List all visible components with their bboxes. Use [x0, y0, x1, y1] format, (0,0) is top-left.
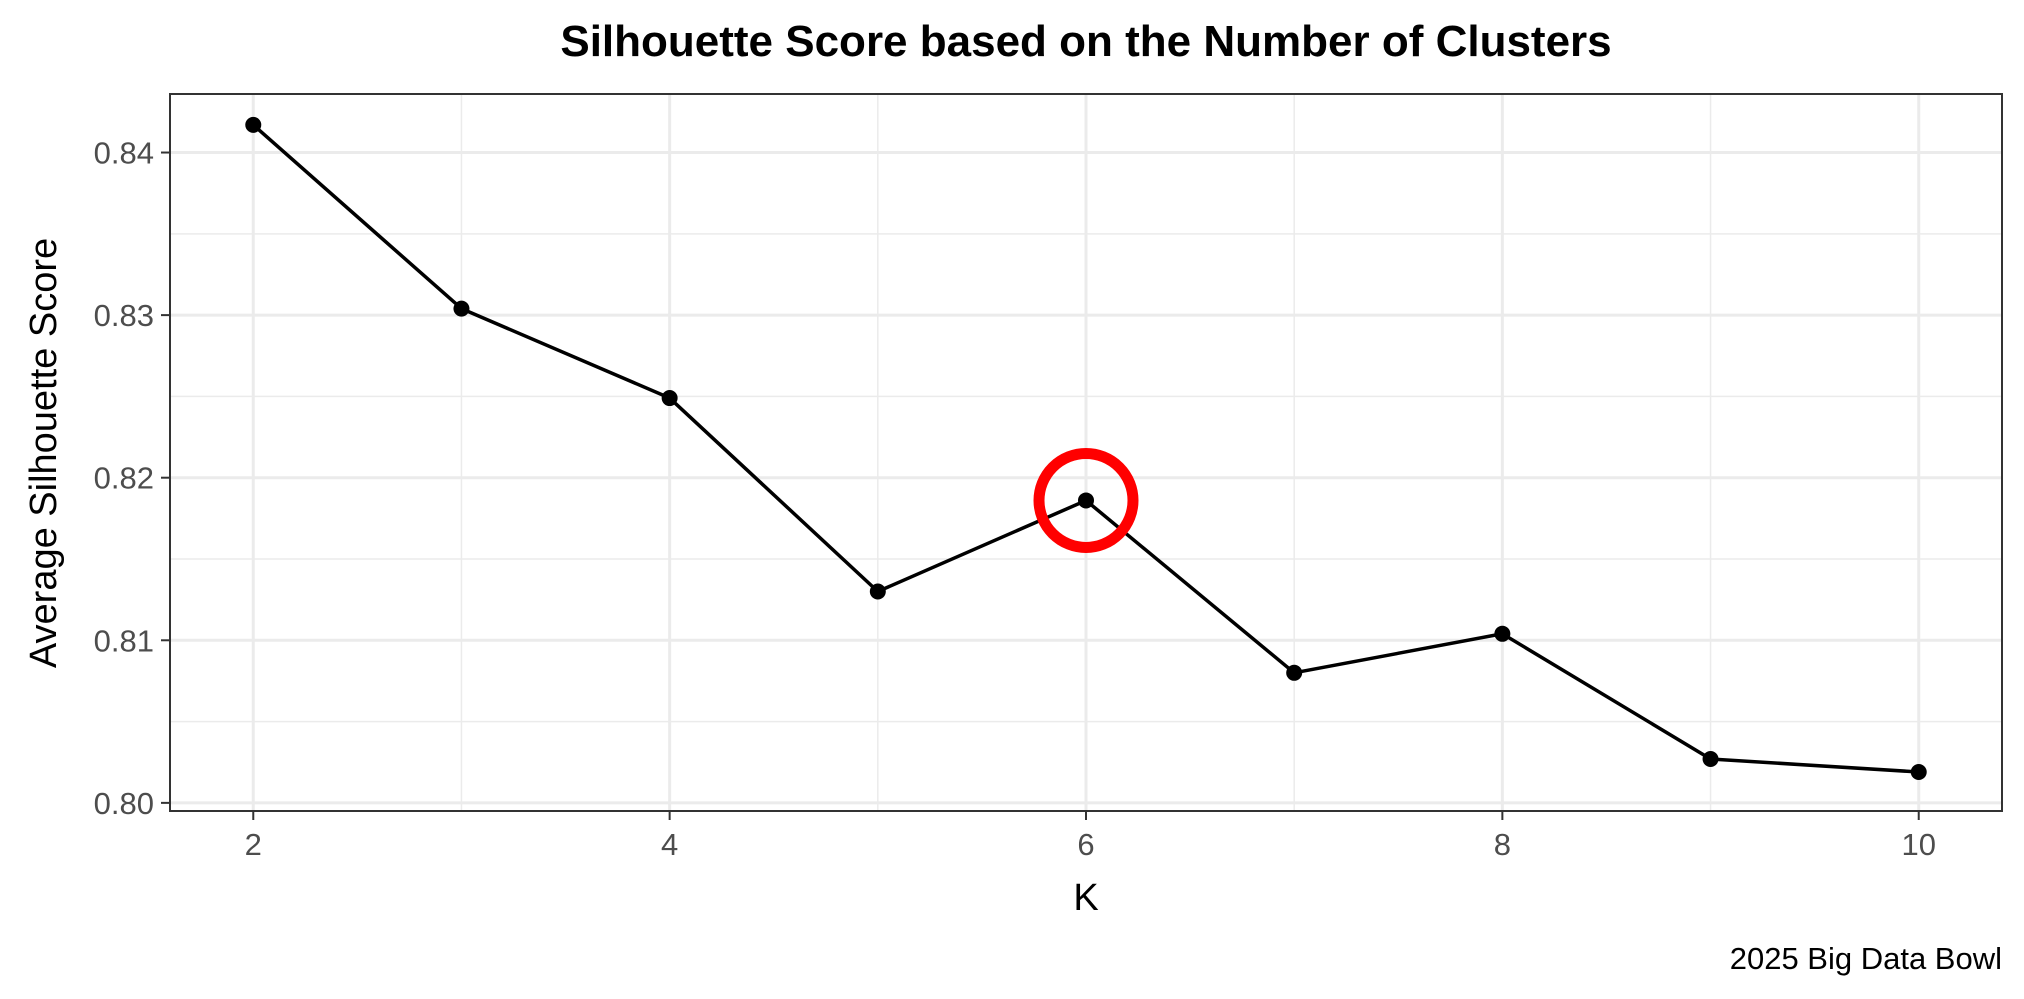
y-tick-label: 0.83: [94, 298, 154, 333]
y-tick-label: 0.81: [94, 623, 154, 658]
data-point: [1286, 664, 1303, 681]
data-point: [1910, 763, 1927, 780]
axes: 2 4 6 8 10 0.80 0.81 0.82 0.83 0.84: [94, 136, 1936, 862]
highlight-circle: [1033, 447, 1139, 553]
data-point: [453, 300, 470, 317]
y-tick-label: 0.80: [94, 786, 154, 821]
x-axis-title: K: [1073, 877, 1098, 919]
data-point: [1702, 750, 1719, 767]
x-tick-label: 6: [1077, 827, 1094, 862]
series: [245, 116, 1927, 780]
x-tick-label: 4: [661, 827, 678, 862]
y-axis-title: Average Silhouette Score: [23, 238, 65, 668]
x-tick-label: 2: [245, 827, 262, 862]
x-tick-label: 10: [1901, 827, 1935, 862]
grid: [170, 94, 2002, 811]
y-tick-label: 0.84: [94, 136, 154, 171]
data-point: [1078, 492, 1094, 509]
data-point: [661, 390, 678, 407]
data-point: [245, 116, 262, 133]
x-tick-label: 8: [1494, 827, 1511, 862]
y-tick-label: 0.82: [94, 461, 154, 496]
data-point: [869, 583, 886, 600]
data-point: [1494, 625, 1511, 642]
caption: 2025 Big Data Bowl: [1730, 941, 2002, 976]
chart-title: Silhouette Score based on the Number of …: [560, 17, 1611, 66]
